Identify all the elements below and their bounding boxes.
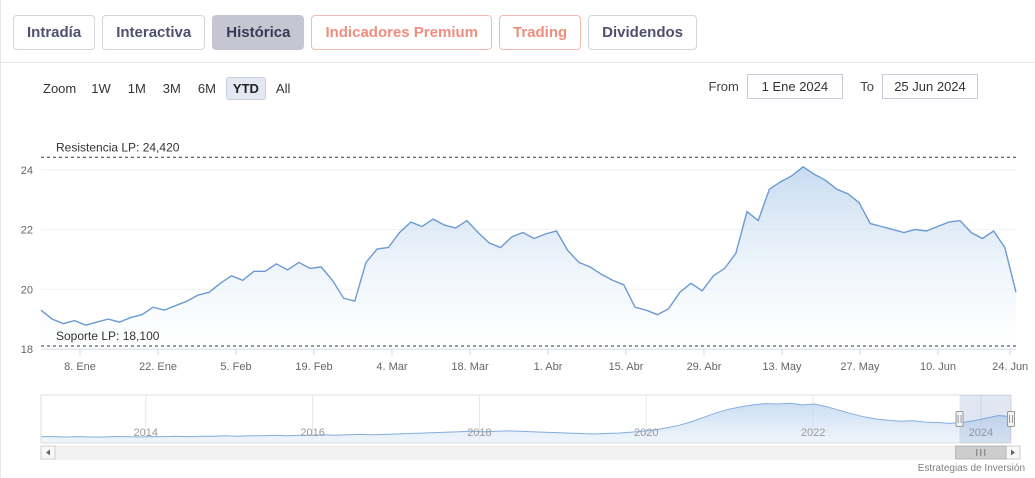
x-axis-tick-label: 13. May [762, 361, 802, 373]
y-axis-tick-label: 22 [21, 225, 33, 237]
tab-dividendos[interactable]: Dividendos [588, 15, 698, 50]
date-range-controls: From 1 Ene 2024 To 25 Jun 2024 [709, 74, 978, 99]
navigator-handle-right[interactable] [1007, 411, 1015, 427]
scrollbar-right-button[interactable] [1005, 445, 1021, 460]
scrollbar-left-button[interactable] [40, 445, 56, 460]
chart-toolbar: Zoom 1W 1M 3M 6M YTD All From 1 Ene 2024 To 25 J… [1, 63, 1035, 105]
x-axis-tick-label: 27. May [840, 361, 880, 373]
navigator-year-label: 2020 [634, 427, 658, 439]
price-line-series [40, 165, 1017, 326]
to-date-input[interactable]: 25 Jun 2024 [882, 74, 978, 99]
x-axis-tick-label: 10. Jun [920, 361, 956, 373]
y-axis-tick-label: 20 [21, 284, 33, 296]
navigator-year-label: 2018 [467, 427, 491, 439]
navigator-selection[interactable] [959, 395, 1011, 443]
tab-trading[interactable]: Trading [499, 15, 582, 50]
zoom-label: Zoom [43, 81, 77, 96]
tab-divider [1, 62, 1035, 63]
zoom-buttons: 1W 1M 3M 6M YTD All [84, 77, 300, 100]
zoom-button-3m[interactable]: 3M [162, 81, 181, 96]
scrollbar-right-arrow-icon [1011, 449, 1015, 456]
x-axis-tick-label: 1. Abr [534, 361, 563, 373]
navigator-line-series [41, 402, 1012, 438]
x-axis-tick-label: 22. Ene [139, 361, 177, 373]
annotation-label: Resistencia LP: 24,420 [56, 140, 180, 154]
annotation-label: Soporte LP: 18,100 [56, 329, 160, 343]
y-axis-tick-label: 18 [21, 344, 33, 356]
y-axis-tick-label: 24 [21, 165, 33, 177]
from-date-input[interactable]: 1 Ene 2024 [746, 74, 843, 99]
price-area-series [41, 166, 1016, 349]
x-axis-tick-label: 8. Ene [64, 361, 96, 373]
x-axis-tick-label: 15. Abr [609, 361, 644, 373]
navigator-area-series [41, 403, 1011, 443]
scrollbar-thumb[interactable] [955, 445, 1007, 460]
zoom-button-1m[interactable]: 1M [127, 81, 146, 96]
scrollbar-track[interactable] [54, 445, 1007, 460]
tab-interactiva[interactable]: Interactiva [102, 15, 206, 50]
navigator-year-label: 2024 [969, 427, 993, 439]
x-axis-tick-label: 19. Feb [295, 361, 332, 373]
navigator-handle-left[interactable] [955, 411, 964, 427]
scrollbar-left-arrow-icon [46, 449, 50, 456]
tab-intrad-a[interactable]: Intradía [13, 15, 96, 50]
tab-bar: Intradía Interactiva Histórica Indicadores … [1, 0, 1035, 50]
x-axis-tick-label: 24. Jun [992, 361, 1028, 373]
credit-text: Estrategias de Inversión [917, 463, 1025, 474]
x-axis-tick-label: 29. Abr [687, 361, 722, 373]
x-axis-tick-label: 4. Mar [376, 361, 408, 373]
zoom-button-ytd[interactable]: YTD [225, 77, 266, 100]
tab-indicadores-premium[interactable]: Indicadores Premium [311, 15, 492, 50]
navigator-year-label: 2016 [300, 427, 324, 439]
from-label: From [708, 79, 739, 94]
x-axis-tick-label: 5. Feb [220, 361, 251, 373]
navigator-year-label: 2014 [134, 427, 158, 439]
x-axis-tick-label: 18. Mar [451, 361, 489, 373]
zoom-button-6m[interactable]: 6M [197, 81, 216, 96]
zoom-button-1w[interactable]: 1W [91, 81, 111, 96]
to-label: To [860, 79, 874, 94]
navigator-year-label: 2022 [801, 427, 825, 439]
tab-hist-rica[interactable]: Histórica [212, 15, 305, 50]
zoom-button-all[interactable]: All [275, 81, 291, 96]
